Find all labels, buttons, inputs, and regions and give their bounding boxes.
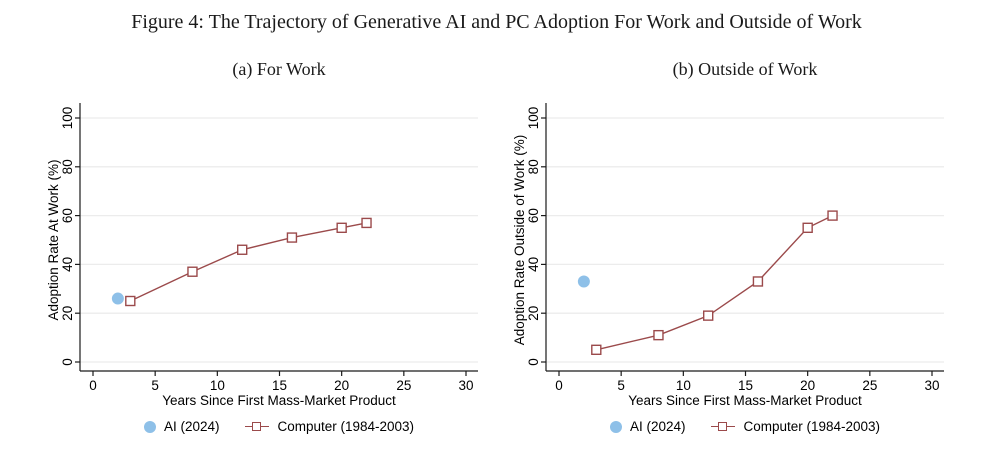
panels-row: (a) For Work 0 5 10 15 20 25 30 0 20 40 60 80 100 Ado… (0, 35, 993, 434)
panel-outside-work: (b) Outside of Work 0 5 10 15 20 25 30 0 20 40 60 8… (506, 35, 956, 434)
computer-data-point (827, 210, 838, 221)
computer-data-point (286, 232, 298, 243)
x-tick-label: 5 (617, 378, 625, 393)
x-tick-label: 30 (924, 378, 939, 393)
legend-outside: AI (2024) Computer (1984-2003) (520, 419, 970, 434)
y-tick-label: 20 (60, 306, 75, 321)
ai-data-point (577, 275, 590, 288)
computer-marker-icon (245, 421, 270, 433)
legend-label-computer: Computer (1984-2003) (277, 419, 415, 434)
x-tick-label: 10 (676, 378, 691, 393)
computer-data-point (653, 329, 664, 341)
x-tick-label: 5 (151, 378, 159, 393)
x-tick-label: 0 (555, 378, 563, 393)
x-tick-label: 25 (396, 378, 411, 393)
computer-data-point (752, 276, 764, 287)
y-tick-label: 40 (526, 257, 541, 272)
legend-item-computer: Computer (1984-2003) (711, 419, 880, 434)
legend-item-ai: AI (2024) (143, 419, 220, 434)
x-tick-label: 15 (272, 378, 287, 393)
x-tick-label: 20 (800, 378, 815, 393)
legend-item-computer: Computer (1984-2003) (245, 419, 414, 434)
x-tick-label: 15 (738, 378, 753, 393)
x-tick-label: 0 (89, 378, 97, 393)
y-tick-label: 80 (60, 159, 75, 174)
computer-series-line (596, 214, 833, 351)
y-tick-label: 40 (60, 257, 75, 272)
y-tick-label: 80 (526, 159, 541, 174)
panel-a-subtitle: (a) For Work (232, 59, 326, 79)
figure-title: Figure 4: The Trajectory of Generative A… (131, 11, 862, 33)
x-tick-label: 10 (210, 378, 225, 393)
ai-data-point (111, 292, 124, 305)
y-tick-label: 20 (526, 306, 541, 321)
legend-work: AI (2024) Computer (1984-2003) (54, 419, 504, 434)
computer-data-point (802, 222, 813, 234)
legend-item-ai: AI (2024) (609, 419, 686, 434)
legend-label-ai: AI (2024) (629, 419, 686, 434)
y-tick-label: 0 (60, 358, 75, 366)
figure-page: Figure 4: The Trajectory of Generative A… (0, 11, 993, 434)
y-axis-label: Adoption Rate At Work (%) (46, 159, 61, 320)
y-tick-label: 60 (60, 208, 75, 223)
computer-series-line (130, 222, 367, 302)
computer-data-point (236, 244, 248, 255)
computer-data-point (187, 266, 198, 277)
computer-marker-icon (711, 421, 736, 433)
ai-marker-icon (143, 420, 156, 433)
computer-data-point (125, 295, 136, 307)
panel-b-subtitle: (b) Outside of Work (672, 59, 818, 79)
computer-data-point (591, 344, 602, 356)
ai-marker-icon (609, 420, 622, 433)
computer-data-point (361, 217, 372, 229)
y-tick-label: 100 (526, 107, 541, 130)
computer-data-point (702, 310, 714, 321)
x-tick-label: 30 (458, 378, 473, 393)
y-tick-label: 60 (526, 208, 541, 223)
x-axis-label-outside: Years Since First Mass-Market Product (628, 393, 862, 408)
chart-for-work: 0 5 10 15 20 25 30 0 20 40 60 80 100 Adoption Rate At… (46, 103, 478, 393)
panel-for-work: (a) For Work 0 5 10 15 20 25 30 0 20 40 60 80 100 Ado… (40, 35, 490, 434)
chart-outside-work: 0 5 10 15 20 25 30 0 20 40 60 80 100 Adoption Rate Ou… (512, 103, 944, 393)
legend-label-computer: Computer (1984-2003) (743, 419, 881, 434)
x-tick-label: 20 (334, 378, 349, 393)
legend-label-ai: AI (2024) (163, 419, 220, 434)
y-tick-label: 100 (60, 107, 75, 130)
computer-data-point (336, 222, 347, 234)
x-axis-label-work: Years Since First Mass-Market Product (162, 393, 396, 408)
y-tick-label: 0 (526, 358, 541, 366)
y-axis-label: Adoption Rate Outside of Work (%) (512, 135, 527, 346)
x-tick-label: 25 (862, 378, 877, 393)
